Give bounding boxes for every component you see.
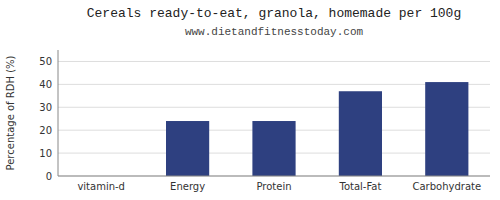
x-tick-label: Protein <box>256 181 291 192</box>
bar <box>425 82 468 176</box>
y-tick-label: 40 <box>39 79 52 90</box>
y-tick-label: 0 <box>46 171 52 182</box>
x-axis <box>58 176 490 177</box>
subtitle: www.dietandfitnesstoday.com <box>185 26 364 38</box>
x-tick-label: vitamin-d <box>77 181 125 192</box>
title: Cereals ready-to-eat, granola, homemade … <box>87 6 461 21</box>
chart: Cereals ready-to-eat, granola, homemade … <box>0 0 500 200</box>
grid-line <box>58 176 490 177</box>
y-axis <box>58 50 59 176</box>
y-tick-label: 20 <box>39 125 52 136</box>
bar <box>166 121 209 176</box>
y-tick-label: 50 <box>39 56 52 67</box>
y-tick-label: 30 <box>39 102 52 113</box>
x-tick-label: Total-Fat <box>338 181 381 192</box>
y-axis-label: Percentage of RDH (%) <box>5 55 16 170</box>
bar <box>252 121 295 176</box>
bars <box>166 82 468 176</box>
grid <box>58 61 490 176</box>
x-tick-label: Energy <box>170 181 205 192</box>
bar <box>339 91 382 176</box>
x-tick-label: Carbohydrate <box>412 181 481 192</box>
grid-line <box>58 61 490 62</box>
y-tick-label: 10 <box>39 148 52 159</box>
